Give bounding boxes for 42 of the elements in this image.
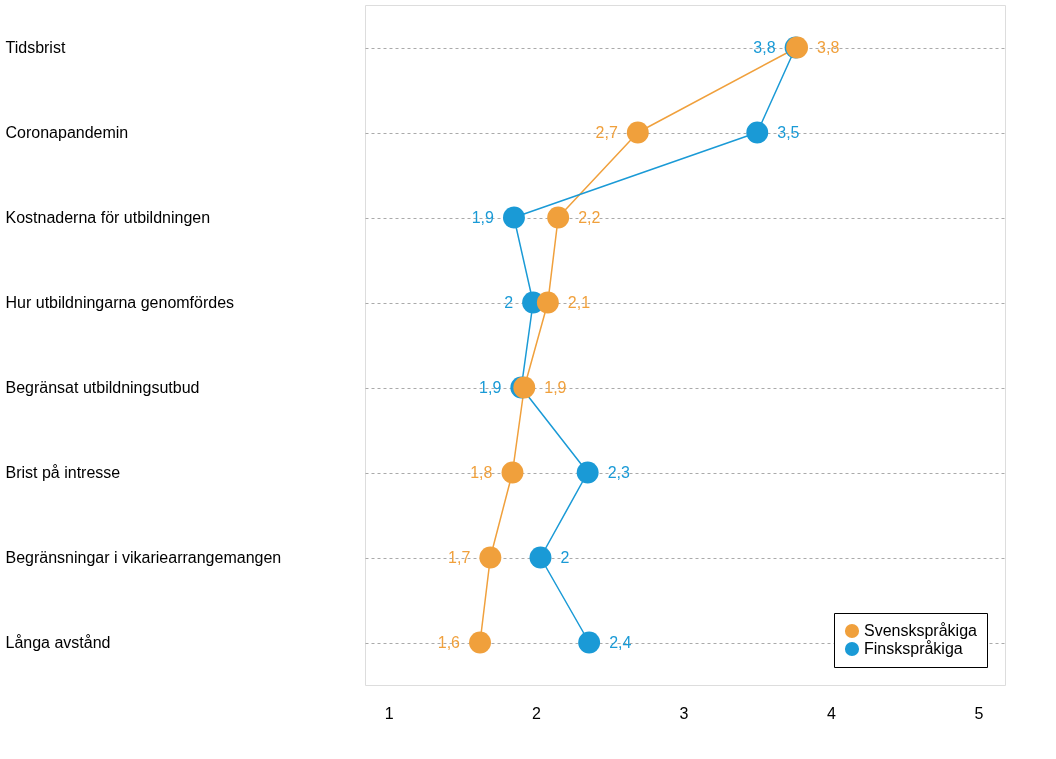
- point: [529, 546, 552, 569]
- y-tick-label: Tidsbrist: [5, 39, 66, 56]
- legend-label: Svenskspråkiga: [864, 622, 978, 639]
- y-tick-label: Kostnaderna för utbildningen: [5, 209, 211, 226]
- data-label: 2,3: [607, 463, 631, 481]
- data-label: 2,4: [609, 633, 632, 651]
- point: [746, 121, 769, 144]
- point: [502, 206, 525, 229]
- x-tick-label: 1: [384, 704, 394, 722]
- data-label: 3,8: [753, 38, 776, 56]
- x-tick-label: 2: [532, 704, 542, 722]
- y-tick-label: Coronapandemin: [5, 124, 129, 141]
- data-label: 2,7: [595, 123, 618, 141]
- data-label: 3,5: [777, 123, 800, 141]
- data-label: 3,8: [817, 38, 840, 56]
- y-tick-label: Hur utbildningarna genomfördes: [5, 294, 235, 311]
- y-tick-label: Begränsat utbildningsutbud: [5, 379, 200, 396]
- point: [626, 121, 649, 144]
- y-tick-label: Begränsningar i vikariearrangemangen: [5, 549, 282, 566]
- data-label: 1,6: [437, 633, 461, 651]
- point: [576, 461, 599, 484]
- data-label: 2,2: [578, 208, 601, 226]
- point: [469, 631, 491, 654]
- data-label: 1,9: [471, 208, 495, 226]
- point: [501, 461, 524, 484]
- point: [547, 206, 570, 229]
- x-tick-label: 4: [827, 704, 837, 722]
- y-tick-label: Långa avstånd: [5, 634, 111, 651]
- legend-label: Finskspråkiga: [864, 640, 963, 657]
- x-tick-label: 3: [679, 704, 689, 722]
- point: [536, 291, 559, 314]
- data-label: 1,7: [448, 548, 471, 566]
- data-label: 2: [504, 293, 514, 311]
- point: [578, 631, 601, 654]
- data-label: 2: [560, 548, 570, 566]
- data-label: 1,9: [544, 378, 567, 396]
- point: [479, 546, 502, 569]
- data-label: 1,8: [470, 463, 493, 481]
- data-label: 2,1: [567, 293, 591, 311]
- x-tick-label: 5: [974, 704, 984, 722]
- data-label: 1,9: [479, 378, 502, 396]
- y-tick-label: Brist på intresse: [5, 464, 121, 481]
